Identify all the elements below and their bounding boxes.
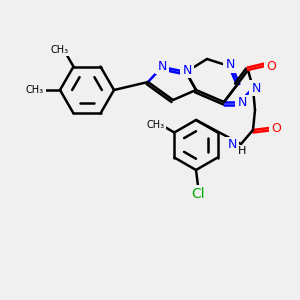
Text: N: N (227, 139, 237, 152)
Text: H: H (238, 146, 246, 156)
Text: N: N (237, 97, 247, 110)
Text: O: O (266, 59, 276, 73)
Text: N: N (251, 82, 261, 94)
Text: CH₃: CH₃ (146, 121, 164, 130)
Text: N: N (157, 59, 167, 73)
Text: N: N (182, 64, 192, 76)
Text: CH₃: CH₃ (50, 45, 69, 55)
Text: N: N (225, 58, 235, 71)
Text: O: O (271, 122, 281, 134)
Text: Cl: Cl (191, 187, 205, 201)
Text: CH₃: CH₃ (26, 85, 44, 95)
